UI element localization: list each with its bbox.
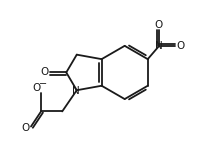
Text: O: O xyxy=(40,67,48,77)
Text: N: N xyxy=(154,41,162,51)
Text: −: − xyxy=(39,79,47,89)
Text: N: N xyxy=(71,86,79,97)
Text: O: O xyxy=(21,123,29,133)
Text: O: O xyxy=(154,20,162,30)
Text: O: O xyxy=(176,41,184,51)
Text: O: O xyxy=(32,83,40,93)
